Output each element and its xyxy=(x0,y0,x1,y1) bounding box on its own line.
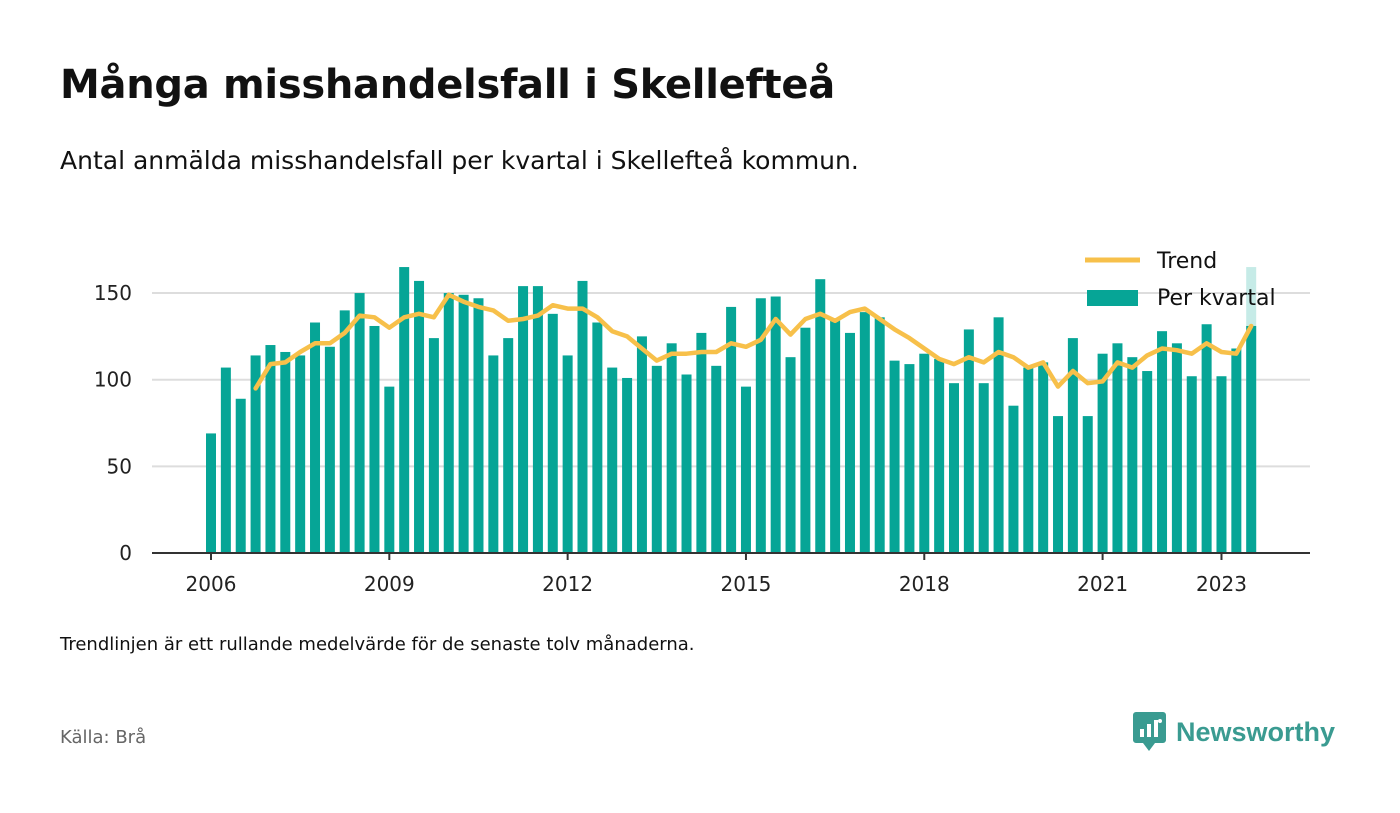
bar xyxy=(354,293,365,553)
bar xyxy=(1157,331,1168,553)
bar xyxy=(859,312,870,553)
bar xyxy=(503,338,514,553)
trend-footnote: Trendlinjen är ett rullande medelvärde f… xyxy=(60,634,695,655)
axes: 0 50 100 150 2006 2009 2012 2015 2018 2021 2023 xyxy=(94,281,1310,596)
bar xyxy=(443,293,454,553)
legend-bar-label: Per kvartal xyxy=(1157,286,1276,311)
bar xyxy=(904,364,915,553)
bar xyxy=(963,329,974,553)
bar xyxy=(696,332,707,553)
x-tick-label: 2006 xyxy=(186,572,237,596)
bar xyxy=(830,319,841,553)
bar xyxy=(1067,338,1078,553)
bar xyxy=(919,353,930,553)
bar xyxy=(993,317,1004,553)
legend-trend-label: Trend xyxy=(1156,249,1217,274)
trend-series xyxy=(253,292,1254,391)
bar xyxy=(369,325,380,553)
bar xyxy=(1186,376,1197,553)
bar xyxy=(310,322,321,553)
bar xyxy=(1097,353,1108,553)
bar xyxy=(473,298,484,553)
bar xyxy=(726,306,737,553)
bar xyxy=(428,338,439,553)
bar xyxy=(889,360,900,553)
bar xyxy=(220,367,231,553)
bar xyxy=(562,355,573,553)
x-tick-label: 2018 xyxy=(899,572,950,596)
bar xyxy=(636,336,647,553)
bar xyxy=(800,327,811,553)
bar xyxy=(577,280,588,553)
bar xyxy=(978,383,989,553)
bar xyxy=(622,377,633,553)
bar-series xyxy=(206,267,1257,553)
bar xyxy=(607,367,618,553)
x-tick-label: 2023 xyxy=(1196,572,1247,596)
bar xyxy=(1127,357,1138,553)
bar xyxy=(681,374,692,553)
trend-line xyxy=(253,292,1254,391)
bar xyxy=(1171,343,1182,553)
bar xyxy=(711,365,722,553)
bar xyxy=(785,357,796,553)
bar xyxy=(949,383,959,553)
bar xyxy=(815,279,826,553)
bar xyxy=(384,386,395,553)
bar xyxy=(1053,416,1064,553)
bar xyxy=(1082,416,1093,553)
bar xyxy=(324,346,335,553)
bar-partial-quarter-fill xyxy=(1246,325,1257,553)
bar xyxy=(1008,405,1019,553)
bar xyxy=(488,355,499,553)
bar xyxy=(518,286,529,553)
chart-canvas: 0 50 100 150 2006 2009 2012 2015 2018 2021 2023 Tr… xyxy=(94,249,1310,596)
bar xyxy=(1231,348,1242,553)
bar xyxy=(280,351,291,553)
bar xyxy=(844,332,855,553)
bar xyxy=(235,398,246,553)
bar xyxy=(1216,376,1227,553)
bar xyxy=(547,313,558,553)
bar xyxy=(532,286,543,553)
bar xyxy=(1112,343,1123,553)
y-tick-label: 0 xyxy=(119,541,132,565)
bar xyxy=(1201,324,1212,553)
bar xyxy=(770,296,781,553)
bar xyxy=(755,298,766,553)
bar xyxy=(339,310,350,553)
x-tick-label: 2021 xyxy=(1077,572,1128,596)
x-tick-label: 2009 xyxy=(364,572,415,596)
y-tick-label: 50 xyxy=(107,454,132,478)
bar xyxy=(592,322,603,553)
legend-bar-swatch xyxy=(1087,290,1138,306)
bar xyxy=(250,355,261,553)
source-credit: Källa: Brå xyxy=(60,727,147,748)
newsworthy-logo-icon xyxy=(1133,712,1166,751)
y-tick-label: 150 xyxy=(94,281,132,305)
bar xyxy=(206,433,216,553)
newsworthy-wordmark: Newsworthy xyxy=(1176,716,1336,747)
bar xyxy=(651,365,662,553)
bar xyxy=(458,294,469,553)
x-tick-label: 2012 xyxy=(542,572,593,596)
bar xyxy=(295,355,306,553)
chart-title: Många misshandelsfall i Skellefteå xyxy=(60,62,835,108)
bar xyxy=(874,317,885,553)
bar xyxy=(414,280,425,553)
bar xyxy=(265,345,276,553)
legend: Trend Per kvartal xyxy=(1085,249,1276,311)
y-tick-label: 100 xyxy=(94,368,132,392)
x-tick-label: 2015 xyxy=(721,572,772,596)
bar xyxy=(666,343,677,553)
bar xyxy=(934,358,945,553)
bar xyxy=(1038,362,1049,553)
chart-subtitle: Antal anmälda misshandelsfall per kvarta… xyxy=(60,146,859,175)
newsworthy-brand[interactable]: Newsworthy xyxy=(1133,712,1335,752)
bar xyxy=(1023,367,1034,553)
bar xyxy=(740,386,751,553)
bar xyxy=(1142,371,1153,553)
bar xyxy=(399,267,410,553)
